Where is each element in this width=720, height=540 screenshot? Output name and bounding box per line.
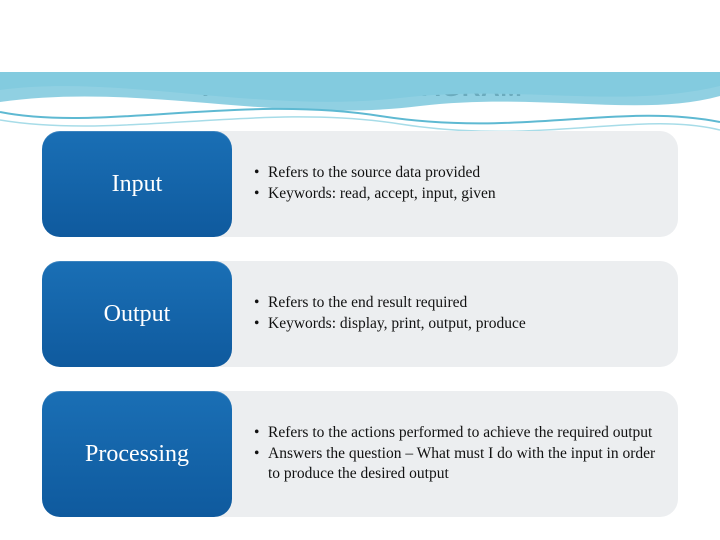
row-label-output: Output [42, 261, 232, 367]
row-content-output: Refers to the end result required Keywor… [216, 261, 678, 367]
bullet-item: Answers the question – What must I do wi… [254, 444, 656, 486]
wave-path-3 [0, 109, 720, 124]
diagram-row-processing: Processing Refers to the actions perform… [42, 391, 678, 517]
bullet-item: Refers to the source data provided [254, 163, 656, 184]
bullet-item: Keywords: read, accept, input, given [254, 184, 656, 205]
diagram-row-input: Input Refers to the source data provided… [42, 131, 678, 237]
wave-path-4 [0, 117, 720, 132]
row-label-input: Input [42, 131, 232, 237]
diagram-rows: Input Refers to the source data provided… [0, 131, 720, 517]
row-content-input: Refers to the source data provided Keywo… [216, 131, 678, 237]
diagram-row-output: Output Refers to the end result required… [42, 261, 678, 367]
page-title: THE DEFINING DIAGRAM [0, 72, 720, 103]
row-label-processing: Processing [42, 391, 232, 517]
bullet-item: Refers to the end result required [254, 293, 656, 314]
bullet-item: Keywords: display, print, output, produc… [254, 314, 656, 335]
row-content-processing: Refers to the actions performed to achie… [216, 391, 678, 517]
bullet-item: Refers to the actions performed to achie… [254, 423, 656, 444]
